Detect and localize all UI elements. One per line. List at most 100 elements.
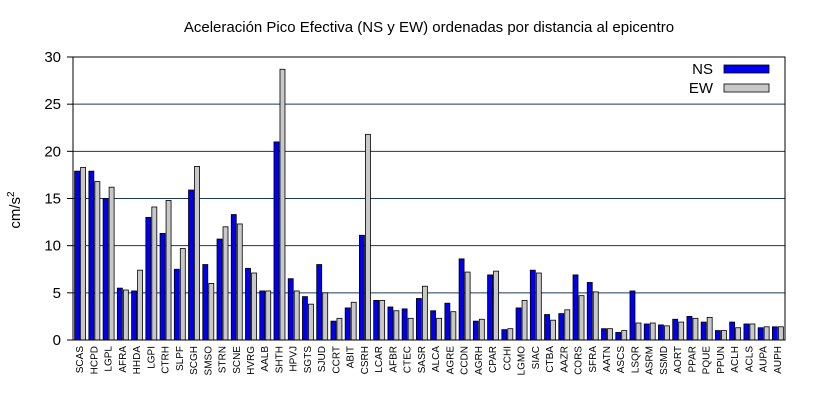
bar-ns-csrh	[359, 234, 365, 341]
bar-ns-ctrh	[159, 233, 166, 341]
bar-ns-afra	[116, 287, 123, 341]
x-tick-label: SHTH	[274, 346, 285, 373]
x-tick-label: SCGH	[189, 346, 200, 375]
bar-ns-smso	[202, 264, 209, 341]
bar-ns-afbr	[387, 306, 394, 341]
y-axis-label-superscript: 2	[6, 191, 17, 197]
bar-ew-strn	[222, 226, 229, 341]
x-tick-label: SJUD	[317, 346, 328, 372]
bar-ns-aatn	[601, 328, 607, 341]
bar-ew-cpar	[493, 270, 499, 341]
bar-ew-aazr	[564, 309, 571, 341]
x-tick-label: SASR	[417, 346, 428, 373]
bar-ns-ctba	[544, 314, 550, 341]
bar-ns-ppun	[715, 330, 721, 341]
bar-ew-sfra	[592, 291, 599, 341]
x-tick-label: AGRH	[474, 346, 485, 375]
y-tick-label: 10	[44, 238, 61, 255]
bar-ns-lgpi	[145, 216, 152, 341]
x-tick-label: CSRH	[360, 346, 371, 374]
bar-ns-hcpd	[88, 170, 95, 341]
bar-ns-scas	[74, 170, 81, 341]
x-tick-label: CCHI	[502, 346, 513, 370]
bar-ew-lgpl	[108, 186, 115, 341]
bar-ew-scne	[236, 223, 243, 341]
x-tick-label: AALB	[260, 346, 271, 372]
bar-ns-strn	[216, 238, 223, 341]
axes: 0 5 10 15 20 25 30 SCAS HCPD LGPL AFRA HHDA LGPI CTRH…	[44, 49, 786, 376]
x-tick-label: CTRH	[161, 346, 172, 374]
bar-ns-aclh	[729, 321, 736, 341]
x-tick-label: LGMO	[517, 346, 528, 376]
bar-ew-lcar	[379, 299, 386, 341]
x-tick-label: LGPL	[104, 346, 115, 372]
x-tick-label: LSQR	[630, 346, 641, 373]
bar-ns-hhda	[131, 290, 137, 341]
bar-ns-agre	[444, 302, 451, 341]
x-tick-label: AAZR	[559, 346, 570, 373]
legend-swatch-ew	[723, 83, 770, 93]
bar-ns-lgmo	[515, 307, 522, 341]
x-tick-label: LGPI	[146, 346, 157, 369]
x-tick-label: ACLH	[730, 346, 741, 373]
x-tick-label: PPAR	[687, 346, 698, 373]
bar-ns-abit	[344, 307, 351, 341]
bar-ns-lcar	[373, 299, 380, 341]
y-axis-label: cm/s2	[6, 191, 24, 229]
bar-ns-ascs	[615, 332, 622, 341]
bar-ew-scas	[80, 166, 87, 341]
bar-ew-ppun	[721, 330, 727, 341]
bar-ns-scne	[230, 214, 237, 341]
bar-ew-aort	[678, 321, 685, 341]
bar-ns-lgpl	[102, 198, 109, 341]
x-tick-label: SLPF	[175, 346, 186, 371]
bar-ew-auph	[777, 326, 784, 341]
bar-ew-cors	[578, 295, 585, 341]
bar-ew-ctec	[407, 317, 414, 341]
y-tick-label: 20	[44, 143, 61, 160]
y-tick-label: 15	[44, 191, 61, 208]
x-tick-label: HHDA	[132, 346, 143, 375]
bar-ns-auph	[771, 326, 778, 341]
bar-ew-asrm	[649, 322, 656, 341]
x-tick-label: AUPA	[759, 346, 770, 373]
bar-ns-scgh	[188, 189, 194, 341]
bar-ew-hvrg	[251, 272, 257, 341]
bar-ns-hpvj	[287, 278, 294, 341]
bar-ew-ctba	[550, 319, 556, 341]
x-tick-label: ABIT	[346, 346, 357, 368]
y-tick-label: 30	[44, 49, 61, 66]
y-axis-label-text: cm/s	[7, 197, 24, 229]
bar-ns-slpf	[173, 268, 180, 341]
bar-ns-ssmd	[658, 324, 664, 341]
bar-ns-cors	[572, 274, 579, 341]
bar-ew-ascs	[621, 330, 628, 341]
bar-ew-afra	[122, 289, 129, 341]
bar-ns-agrh	[472, 320, 479, 341]
x-tick-label: STRN	[218, 346, 229, 373]
x-tick-label: SMSO	[203, 346, 214, 376]
bar-ew-ctrh	[165, 199, 172, 341]
bar-ns-cpar	[487, 274, 493, 341]
bar-ew-ccrt	[336, 317, 343, 341]
bar-ew-ppar	[692, 317, 699, 341]
bar-ew-sgts	[308, 303, 314, 341]
bar-ew-hhda	[137, 269, 143, 341]
x-tick-label: AGRE	[445, 346, 456, 375]
bar-ew-acls	[749, 323, 756, 341]
x-tick-label: HPVJ	[289, 346, 300, 372]
bar-ew-agrh	[478, 318, 485, 341]
bar-ew-hcpd	[94, 181, 101, 341]
bar-ew-csrh	[365, 133, 371, 341]
plot-frame	[72, 56, 786, 341]
bar-ns-sfra	[586, 282, 593, 341]
bar-ns-ctec	[401, 308, 408, 341]
x-tick-label: ASRM	[645, 346, 656, 375]
bar-ns-siac	[529, 269, 536, 341]
bar-ns-alca	[430, 310, 437, 341]
bar-ew-agre	[450, 311, 457, 341]
x-tick-label: SIAC	[531, 346, 542, 369]
bar-ns-acls	[743, 323, 750, 341]
x-tick-label: ACLS	[744, 346, 755, 372]
bar-ns-sjud	[316, 264, 323, 341]
